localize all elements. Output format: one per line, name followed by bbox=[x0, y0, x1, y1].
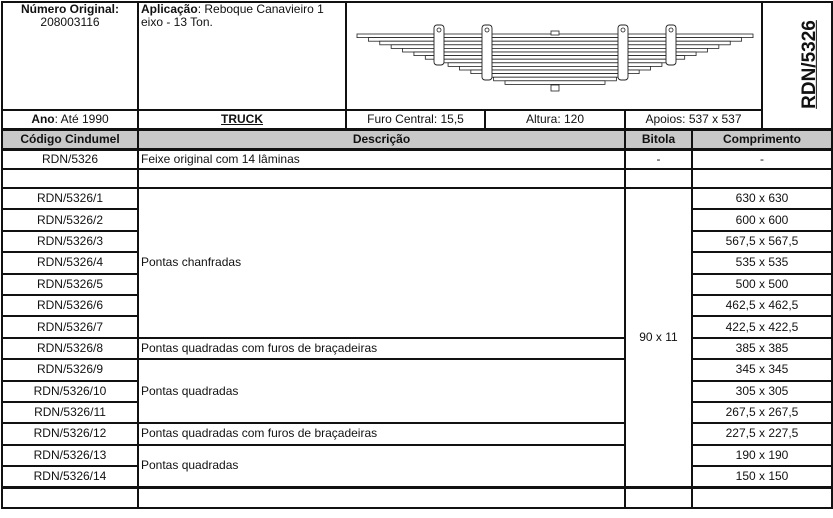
comprimento-cell: 567,5 x 567,5 bbox=[691, 229, 833, 254]
empty-cell bbox=[624, 168, 693, 189]
codigo-cell: RDN/5326/14 bbox=[1, 465, 139, 489]
codigo-cell: RDN/5326/8 bbox=[1, 336, 139, 361]
comprimento-cell: 600 x 600 bbox=[691, 208, 833, 232]
categoria: TRUCK bbox=[137, 109, 347, 131]
spring-leaf bbox=[436, 58, 674, 64]
clamp-hole bbox=[484, 27, 490, 33]
codigo-cell: RDN/5326/2 bbox=[1, 208, 139, 232]
table-row: RDN/5326/11 267,5 x 267,5 bbox=[1, 400, 833, 425]
bitola-cell: - bbox=[624, 148, 693, 170]
spring-leaf bbox=[402, 48, 708, 53]
clamp-band bbox=[481, 24, 493, 81]
comprimento-cell: 190 x 190 bbox=[691, 443, 833, 468]
descricao-cell: Pontas quadradas com furos de braçadeira… bbox=[137, 422, 626, 446]
center-bolt-nut bbox=[550, 84, 560, 92]
spring-leaf bbox=[413, 51, 697, 56]
table-row: RDN/5326/5 500 x 500 bbox=[1, 272, 833, 296]
comprimento-cell: 535 x 535 bbox=[691, 251, 833, 275]
clamp-band bbox=[665, 24, 677, 66]
table-row: RDN/5326/3 567,5 x 567,5 bbox=[1, 229, 833, 254]
codigo-cell: RDN/5326/7 bbox=[1, 315, 139, 339]
aplicacao: Aplicação: Reboque Canavieiro 1 eixo - 1… bbox=[137, 1, 347, 111]
codigo-vertical: RDN/5326 bbox=[761, 1, 833, 131]
clamp-band bbox=[433, 24, 445, 66]
comprimento-cell: - bbox=[691, 148, 833, 170]
table-row: RDN/5326/13 Pontas quadradas 190 x 190 bbox=[1, 443, 833, 489]
table-row: RDN/5326/9 Pontas quadradas 345 x 345 bbox=[1, 358, 833, 425]
comprimento-cell: 150 x 150 bbox=[691, 465, 833, 489]
table-row: RDN/5326/6 462,5 x 462,5 bbox=[1, 293, 833, 318]
spring-leaf bbox=[504, 80, 606, 85]
spring-leaf bbox=[493, 76, 617, 82]
clamp-band bbox=[617, 24, 629, 81]
table-row: RDN/5326/7 422,5 x 422,5 bbox=[1, 315, 833, 339]
codigo-cell: RDN/5326/12 bbox=[1, 422, 139, 446]
comprimento-cell: 422,5 x 422,5 bbox=[691, 315, 833, 339]
comprimento-cell: 630 x 630 bbox=[691, 186, 833, 211]
spring-leaf bbox=[379, 40, 731, 46]
codigo-cell: RDN/5326 bbox=[1, 148, 139, 170]
table-row: RDN/5326/4 535 x 535 bbox=[1, 251, 833, 275]
descricao-cell: Pontas quadradas bbox=[137, 358, 626, 425]
comprimento-cell: 385 x 385 bbox=[691, 336, 833, 361]
comprimento-cell: 267,5 x 267,5 bbox=[691, 400, 833, 425]
spring-leaf bbox=[424, 55, 686, 60]
table-row: RDN/5326/10 305 x 305 bbox=[1, 379, 833, 403]
codigo-cell: RDN/5326/3 bbox=[1, 229, 139, 254]
leaf-spring-diagram bbox=[345, 1, 763, 111]
furo-central: Furo Central: 15,5 bbox=[345, 109, 486, 131]
table-row: RDN/5326/1 Pontas chanfradas 90 x 11 630 x … bbox=[1, 186, 833, 489]
codigo-cell: RDN/5326/13 bbox=[1, 443, 139, 468]
table-row: RDN/5326/2 600 x 600 bbox=[1, 208, 833, 232]
empty-cell bbox=[624, 486, 693, 509]
codigo-cell: RDN/5326/1 bbox=[1, 186, 139, 211]
empty-cell bbox=[137, 486, 626, 509]
spring-leaf bbox=[367, 37, 743, 42]
empty-cell bbox=[137, 168, 626, 189]
table-row: RDN/5326/8 Pontas quadradas com furos de … bbox=[1, 336, 833, 361]
codigo-cell: RDN/5326/9 bbox=[1, 358, 139, 382]
apoios: Apoios: 537 x 537 bbox=[624, 109, 763, 131]
clamp-hole bbox=[668, 27, 674, 33]
table-row: RDN/5326/12 Pontas quadradas com furos de… bbox=[1, 422, 833, 446]
empty-cell bbox=[1, 486, 139, 509]
codigo-cell: RDN/5326/4 bbox=[1, 251, 139, 275]
clamp-hole bbox=[436, 27, 442, 33]
ano: Ano: Até 1990 bbox=[1, 109, 139, 131]
codigo-cell: RDN/5326/5 bbox=[1, 272, 139, 296]
empty-cell bbox=[1, 168, 139, 189]
comprimento-cell: 227,5 x 227,5 bbox=[691, 422, 833, 446]
col-descricao: Descrição bbox=[137, 128, 626, 151]
comprimento-cell: 345 x 345 bbox=[691, 358, 833, 382]
empty-cell bbox=[691, 486, 833, 509]
comprimento-cell: 305 x 305 bbox=[691, 379, 833, 403]
table-row: RDN/5326/14 150 x 150 bbox=[1, 465, 833, 489]
table-row-empty bbox=[1, 168, 833, 189]
empty-cell bbox=[691, 168, 833, 189]
comprimento-cell: 500 x 500 bbox=[691, 272, 833, 296]
numero-original: Número Original: 208003116 bbox=[1, 1, 139, 111]
table-row-empty bbox=[1, 486, 833, 509]
table-row-original: RDN/5326 Feixe original com 14 lâminas -… bbox=[1, 148, 833, 170]
spring-leaf bbox=[447, 62, 663, 67]
descricao-cell: Pontas chanfradas bbox=[137, 187, 626, 339]
center-bolt-head bbox=[550, 30, 560, 36]
comprimento-cell: 462,5 x 462,5 bbox=[691, 293, 833, 318]
col-bitola: Bitola bbox=[624, 128, 693, 151]
codigo-cell: RDN/5326/10 bbox=[1, 379, 139, 403]
col-comprimento: Comprimento bbox=[691, 128, 833, 151]
spring-leaf bbox=[470, 69, 640, 74]
descricao-cell: Pontas quadradas bbox=[137, 443, 626, 489]
descricao-cell: Pontas quadradas com furos de braçadeira… bbox=[137, 336, 626, 361]
bitola-cell: 90 x 11 bbox=[624, 186, 693, 489]
codigo-cell: RDN/5326/6 bbox=[1, 293, 139, 318]
codigo-cell: RDN/5326/11 bbox=[1, 400, 139, 425]
spring-leaf bbox=[481, 73, 629, 78]
altura: Altura: 120 bbox=[484, 109, 626, 131]
spec-sheet: Número Original: 208003116 Aplicação: Reb… bbox=[1, 1, 833, 509]
col-codigo: Código Cindumel bbox=[1, 128, 139, 151]
clamp-hole bbox=[620, 27, 626, 33]
descricao-cell: Feixe original com 14 lâminas bbox=[137, 148, 626, 170]
